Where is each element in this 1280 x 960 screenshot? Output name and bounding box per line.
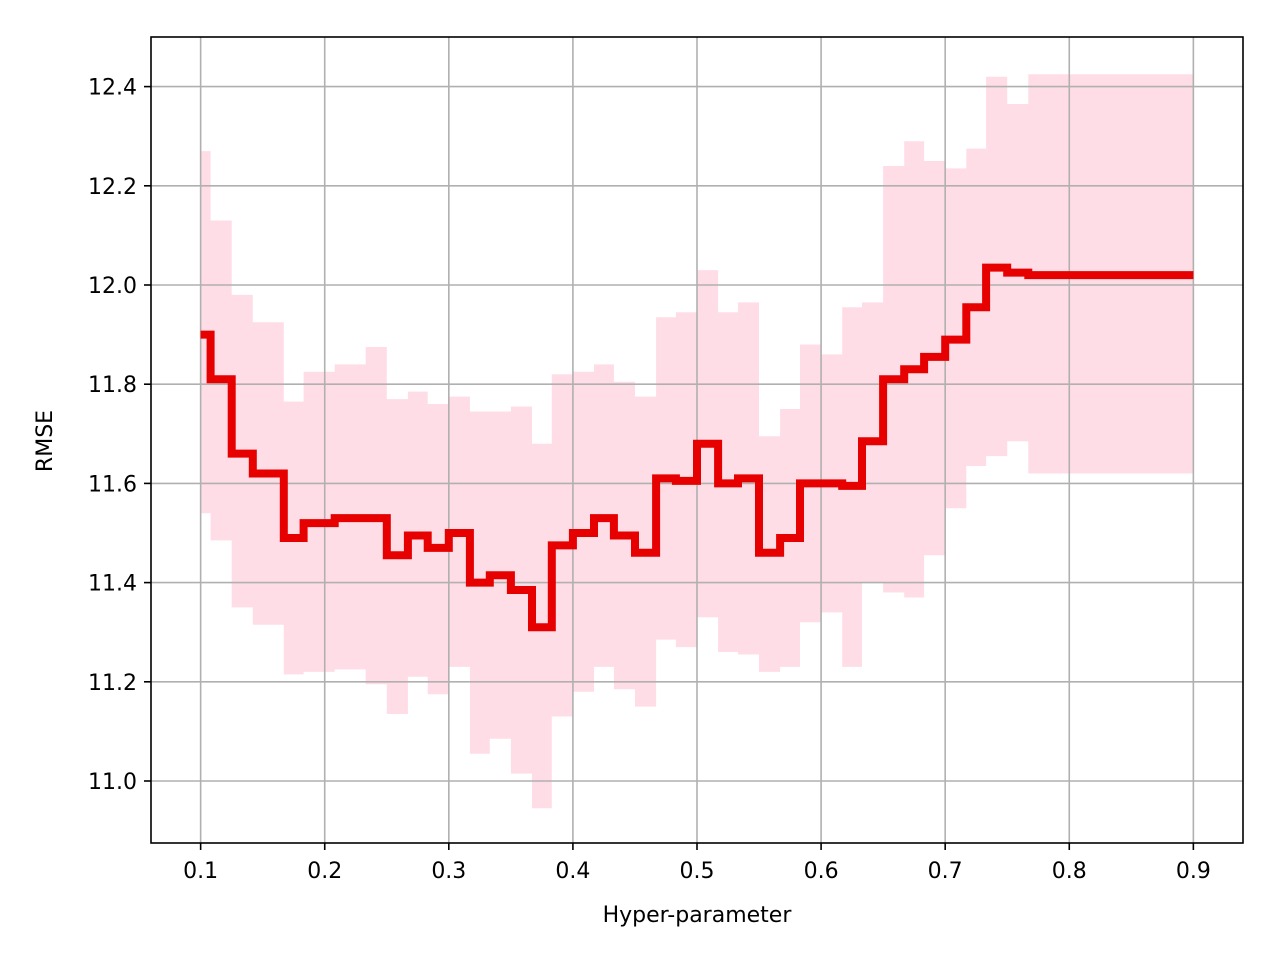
x-tick-label: 0.1 (183, 859, 218, 884)
y-axis-label: RMSE (33, 410, 58, 472)
y-tick-label: 11.6 (88, 472, 137, 497)
series-line (200, 263, 1194, 632)
x-tick-label: 0.8 (1052, 859, 1087, 884)
y-tick-label: 11.4 (88, 572, 137, 597)
x-tick-label: 0.2 (307, 859, 342, 884)
x-tick-label: 0.6 (804, 859, 839, 884)
plot-area: 0.1 0.2 0.3 0.4 0.5 0.6 0.7 0.8 0.9 11.0 11.2 11.4 1… (88, 36, 1244, 884)
x-axis-label: Hyper-parameter (603, 903, 793, 928)
y-tick-label: 11.8 (88, 373, 137, 398)
y-tick-label: 12.4 (88, 76, 137, 101)
x-tick-label: 0.4 (555, 859, 590, 884)
x-tick-label: 0.7 (928, 859, 963, 884)
x-tick-label: 0.3 (431, 859, 466, 884)
x-tick-label: 0.9 (1176, 859, 1211, 884)
y-tick-label: 11.2 (88, 671, 137, 696)
y-tick-label: 12.2 (88, 175, 137, 200)
y-tick-label: 12.0 (88, 274, 137, 299)
y-tick-label: 11.0 (88, 770, 137, 795)
x-tick-label: 0.5 (680, 859, 715, 884)
